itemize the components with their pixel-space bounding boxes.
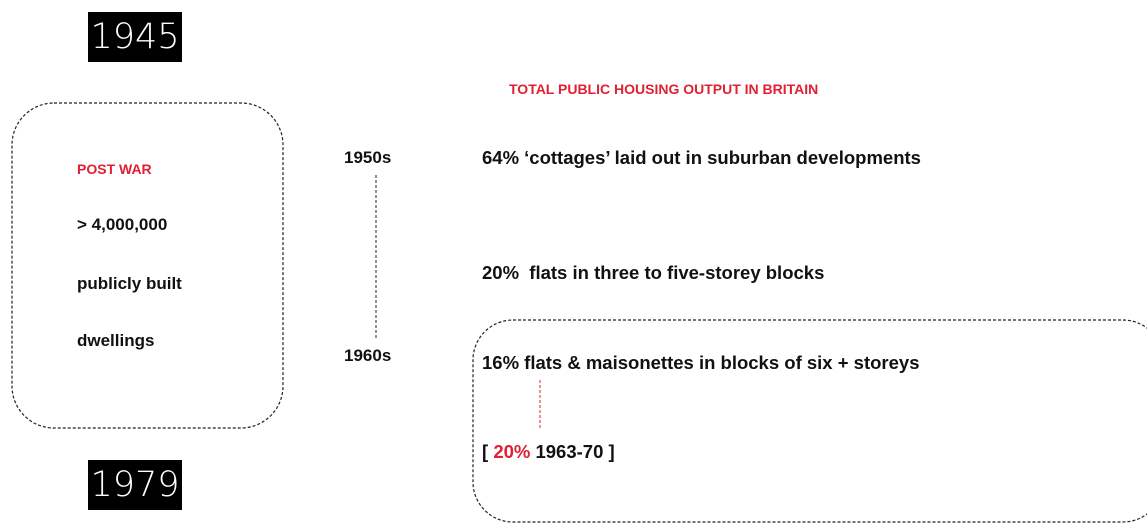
- output-item: 20% flats in three to five-storey blocks: [482, 262, 825, 283]
- summary-label: POST WAR: [77, 161, 152, 177]
- note: [ 20% 1963-70 ]: [482, 441, 615, 463]
- output-item: 16% flats & maisonettes in blocks of six…: [482, 352, 920, 373]
- timeline-end: 1960s: [344, 346, 392, 365]
- end-year: 1979: [88, 460, 182, 510]
- output-item: 64% ‘cottages’ laid out in suburban deve…: [482, 147, 921, 168]
- summary-box: [11, 102, 284, 429]
- summary-line: publicly built: [77, 274, 182, 293]
- output-title: TOTAL PUBLIC HOUSING OUTPUT IN BRITAIN: [509, 81, 819, 97]
- summary-line: dwellings: [77, 331, 155, 350]
- note-open: [: [482, 441, 489, 462]
- note-share: 20%: [493, 441, 531, 462]
- summary-line: > 4,000,000: [77, 215, 168, 234]
- start-year: 1945: [88, 12, 182, 62]
- timeline-start: 1950s: [344, 148, 392, 167]
- highlight-box: [472, 319, 1147, 523]
- note-rest: 1963-70 ]: [535, 441, 615, 462]
